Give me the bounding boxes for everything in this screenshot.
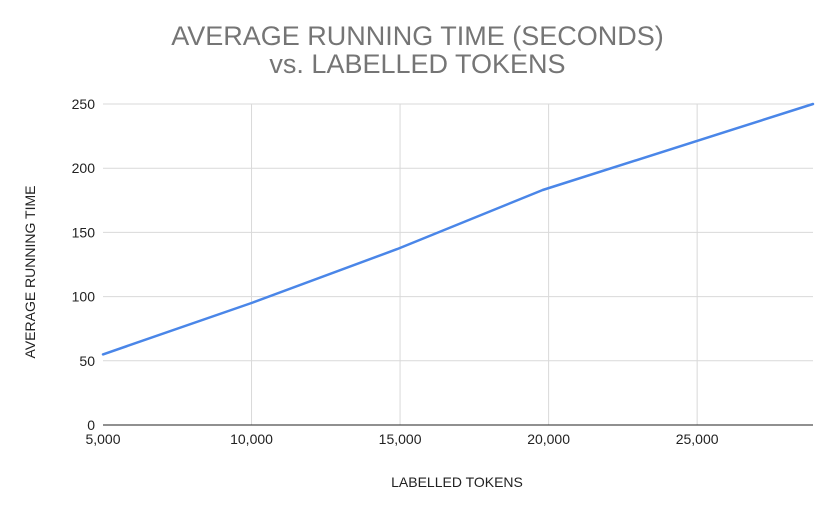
y-tick-label: 200	[72, 160, 96, 176]
x-tick-label: 25,000	[676, 431, 719, 447]
x-tick-label: 5,000	[85, 431, 120, 447]
y-tick-label: 50	[79, 353, 95, 369]
y-tick-label: 0	[87, 417, 95, 433]
x-tick-label: 10,000	[230, 431, 273, 447]
y-tick-label: 250	[72, 96, 96, 112]
x-tick-label: 20,000	[527, 431, 570, 447]
y-tick-label: 100	[72, 289, 96, 305]
chart-title-line-1: AVERAGE RUNNING TIME (SECONDS)	[171, 21, 664, 51]
chart-title-line-2: vs. LABELLED TOKENS	[269, 49, 566, 79]
x-axis-label: LABELLED TOKENS	[391, 474, 523, 490]
y-axis-label: AVERAGE RUNNING TIME	[22, 185, 38, 359]
x-tick-label: 15,000	[379, 431, 422, 447]
y-tick-label: 150	[72, 224, 96, 240]
series-line	[101, 102, 815, 356]
